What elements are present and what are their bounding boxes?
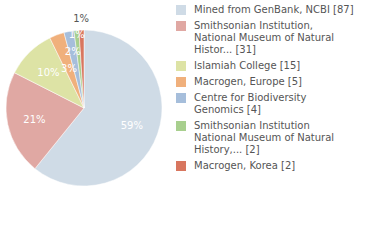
legend-entry: Macrogen, Korea [2]: [176, 160, 354, 172]
legend-swatch: [176, 121, 186, 131]
data-label: 59%: [121, 120, 143, 131]
legend-swatch: [176, 21, 186, 31]
legend-label: Smithsonian Institution National Museum …: [194, 120, 334, 155]
data-label: 1%: [69, 29, 85, 40]
data-label: 21%: [23, 114, 45, 125]
slices: [6, 30, 162, 186]
legend-entry: Islamiah College [15]: [176, 60, 354, 72]
legend-label: Islamiah College [15]: [194, 60, 300, 71]
legend-swatch: [176, 93, 186, 103]
legend-label: Macrogen, Korea [2]: [194, 160, 295, 171]
legend-entry: Smithsonian Institution National Museum …: [176, 120, 354, 156]
legend-swatch: [176, 77, 186, 87]
slice: [79, 30, 84, 108]
legend-entry: Smithsonian Institution, National Museum…: [176, 20, 354, 56]
legend: Mined from GenBank, NCBI [87] Smithsonian…: [176, 4, 376, 176]
data-label: 10%: [37, 67, 59, 78]
legend-entry: Macrogen, Europe [5]: [176, 76, 354, 88]
slice: [14, 38, 84, 108]
legend-label: Smithsonian Institution, National Museum…: [194, 20, 334, 55]
legend-entry: Centre for Biodiversity Genomics [4]: [176, 92, 354, 116]
legend-label: Macrogen, Europe [5]: [194, 76, 302, 87]
data-labels: 59% 21% 10%3% 2% 1% 1%: [23, 13, 143, 131]
pie-chart: 59% 21% 10%3% 2% 1% 1%: [0, 0, 176, 240]
legend-swatch: [176, 61, 186, 71]
data-label: 2%: [65, 46, 81, 57]
legend-label: Mined from GenBank, NCBI [87]: [194, 4, 354, 15]
data-label: 1%: [73, 13, 89, 24]
legend-swatch: [176, 5, 186, 15]
legend-swatch: [176, 161, 186, 171]
legend-entry: Mined from GenBank, NCBI [87]: [176, 4, 354, 16]
legend-label: Centre for Biodiversity Genomics [4]: [194, 92, 306, 115]
data-label: 3%: [61, 63, 77, 74]
